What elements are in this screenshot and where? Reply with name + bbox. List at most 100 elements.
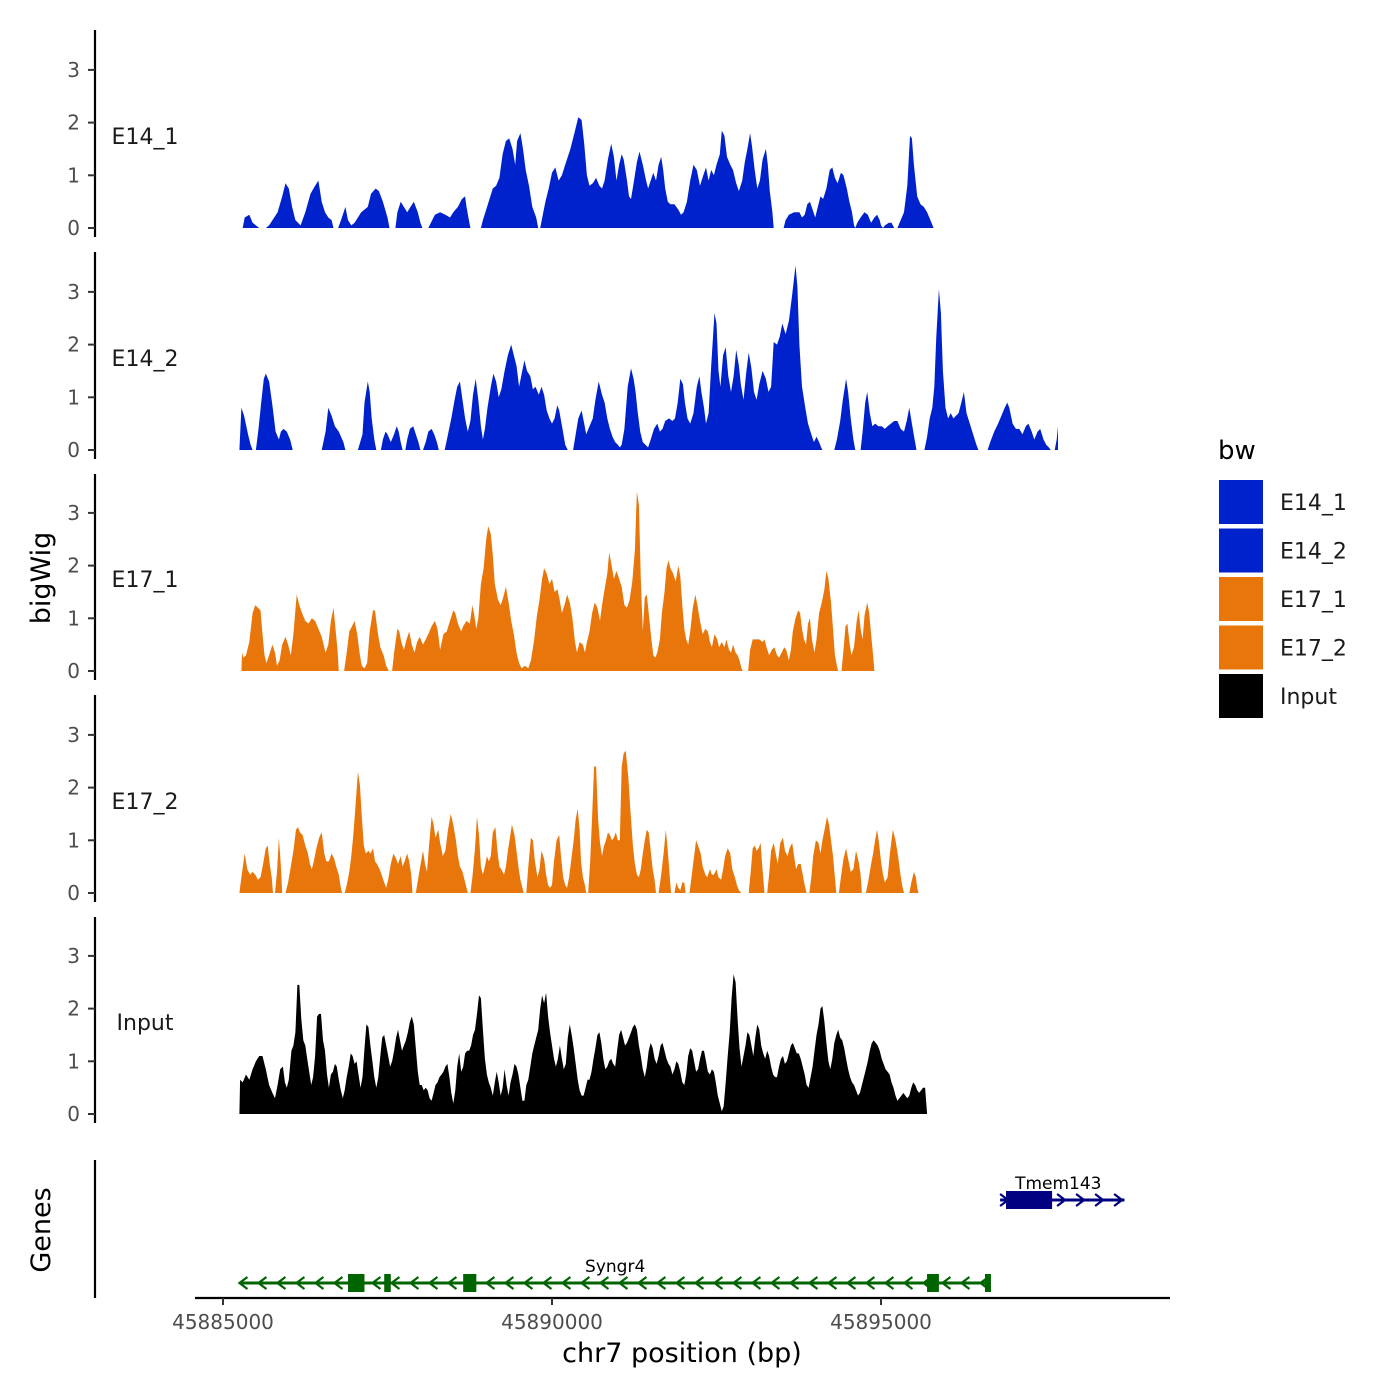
- y-tick-label: 0: [67, 216, 80, 240]
- legend-label: E14_1: [1280, 491, 1347, 516]
- y-tick-label: 1: [67, 828, 80, 852]
- strand-chevron: [617, 1276, 629, 1290]
- legend-item-E17_2: E17_2: [1219, 625, 1347, 670]
- strand-chevron: [826, 1276, 838, 1290]
- strand-chevron: [1094, 1193, 1105, 1207]
- x-tick-label: 45895000: [830, 1310, 932, 1334]
- genes-layer: Syngr4 Tmem143: [93, 1160, 1125, 1298]
- exon-block: [984, 1274, 991, 1292]
- legend-swatch: [1219, 480, 1263, 524]
- exon-block: [463, 1274, 477, 1292]
- strand-chevron: [807, 1276, 819, 1290]
- legend-label: E17_1: [1280, 588, 1347, 613]
- strand-chevron: [788, 1276, 800, 1290]
- x-tick-label: 45885000: [172, 1310, 274, 1334]
- strand-chevron: [902, 1276, 914, 1290]
- strand-chevron: [541, 1276, 553, 1290]
- strand-chevron: [883, 1276, 895, 1290]
- genes-axis-title: Genes: [26, 1187, 57, 1272]
- strand-chevron: [408, 1276, 420, 1290]
- gene-Syngr4: Syngr4: [237, 1257, 991, 1292]
- coverage-area-E14_1: [242, 117, 934, 228]
- y-tick-label: 1: [67, 163, 80, 187]
- strand-chevron: [522, 1276, 534, 1290]
- strand-chevron: [712, 1276, 724, 1290]
- gene-Tmem143: Tmem143: [999, 1174, 1125, 1209]
- strand-chevron: [636, 1276, 648, 1290]
- y-tick-label: 1: [67, 385, 80, 409]
- strand-chevron: [332, 1276, 344, 1290]
- legend: bw E14_1 E14_2 E17_1 E17_2 Input: [1218, 436, 1347, 718]
- strand-chevron: [237, 1276, 249, 1290]
- y-tick-label: 3: [67, 58, 80, 82]
- legend-label: E17_2: [1280, 637, 1347, 662]
- strand-chevron: [1075, 1193, 1086, 1207]
- strand-chevron: [579, 1276, 591, 1290]
- strand-chevron: [655, 1276, 667, 1290]
- exon-block: [927, 1274, 939, 1292]
- strand-chevron: [1113, 1193, 1124, 1207]
- legend-swatch: [1219, 674, 1263, 718]
- y-tick-label: 1: [67, 606, 80, 630]
- legend-title: bw: [1218, 436, 1256, 466]
- y-tick-label: 1: [67, 1049, 80, 1073]
- y-axis-title: bigWig: [26, 532, 57, 625]
- y-tick-label: 2: [67, 111, 80, 135]
- y-tick-label: 0: [67, 659, 80, 683]
- strand-chevron: [503, 1276, 515, 1290]
- strand-chevron: [256, 1276, 268, 1290]
- strand-chevron: [769, 1276, 781, 1290]
- legend-item-E14_2: E14_2: [1219, 528, 1347, 573]
- x-axis: 45885000 45890000 45895000: [172, 1296, 1170, 1334]
- y-tick-label: 2: [67, 776, 80, 800]
- coverage-area-E17_2: [239, 750, 924, 893]
- track-label: Input: [117, 1011, 174, 1036]
- y-tick-label: 0: [67, 881, 80, 905]
- exon-block: [348, 1274, 365, 1292]
- y-tick-label: 3: [67, 723, 80, 747]
- strand-chevron: [275, 1276, 287, 1290]
- strand-chevron: [750, 1276, 762, 1290]
- track-label: E14_1: [112, 125, 179, 150]
- strand-chevron: [560, 1276, 572, 1290]
- y-tick-label: 3: [67, 501, 80, 525]
- legend-swatch: [1219, 625, 1263, 670]
- strand-chevron: [864, 1276, 876, 1290]
- track-label: E14_2: [112, 347, 179, 372]
- strand-chevron: [427, 1276, 439, 1290]
- track-label: E17_1: [112, 568, 179, 593]
- x-tick-label: 45890000: [501, 1310, 603, 1334]
- coverage-area-E14_2: [239, 265, 1058, 450]
- strand-chevron: [845, 1276, 857, 1290]
- y-tick-label: 2: [67, 997, 80, 1021]
- legend-swatch: [1219, 528, 1263, 573]
- legend-label: E14_2: [1280, 540, 1347, 565]
- y-tick-label: 2: [67, 333, 80, 357]
- y-tick-label: 3: [67, 280, 80, 304]
- strand-chevron: [484, 1276, 496, 1290]
- track-E17_1: 0 1 2 3 E17_1: [67, 474, 875, 683]
- legend-label: Input: [1280, 685, 1337, 710]
- legend-item-Input: Input: [1219, 674, 1337, 718]
- tracks-layer: 0 1 2 3 E14_1 0 1 2 3 E14_2 0 1 2 3 E17_1 0 1 2 3 E17_2 0 1 2 3…: [67, 30, 1058, 1126]
- y-tick-label: 0: [67, 438, 80, 462]
- strand-chevron: [674, 1276, 686, 1290]
- strand-chevron: [294, 1276, 306, 1290]
- x-axis-title: chr7 position (bp): [562, 1338, 802, 1369]
- track-E14_2: 0 1 2 3 E14_2: [67, 252, 1058, 462]
- exon-block: [1032, 1191, 1053, 1209]
- track-label: E17_2: [112, 790, 179, 815]
- y-tick-label: 0: [67, 1102, 80, 1126]
- track-E17_2: 0 1 2 3 E17_2: [67, 695, 924, 905]
- strand-chevron: [940, 1276, 952, 1290]
- strand-chevron: [1056, 1193, 1067, 1207]
- y-tick-label: 3: [67, 944, 80, 968]
- strand-chevron: [313, 1276, 325, 1290]
- coverage-area-Input: [239, 974, 928, 1114]
- exon-block: [1006, 1191, 1036, 1209]
- coverage-area-E17_1: [241, 491, 875, 671]
- exon-block: [384, 1274, 391, 1292]
- legend-swatch: [1219, 577, 1263, 621]
- track-E14_1: 0 1 2 3 E14_1: [67, 30, 934, 240]
